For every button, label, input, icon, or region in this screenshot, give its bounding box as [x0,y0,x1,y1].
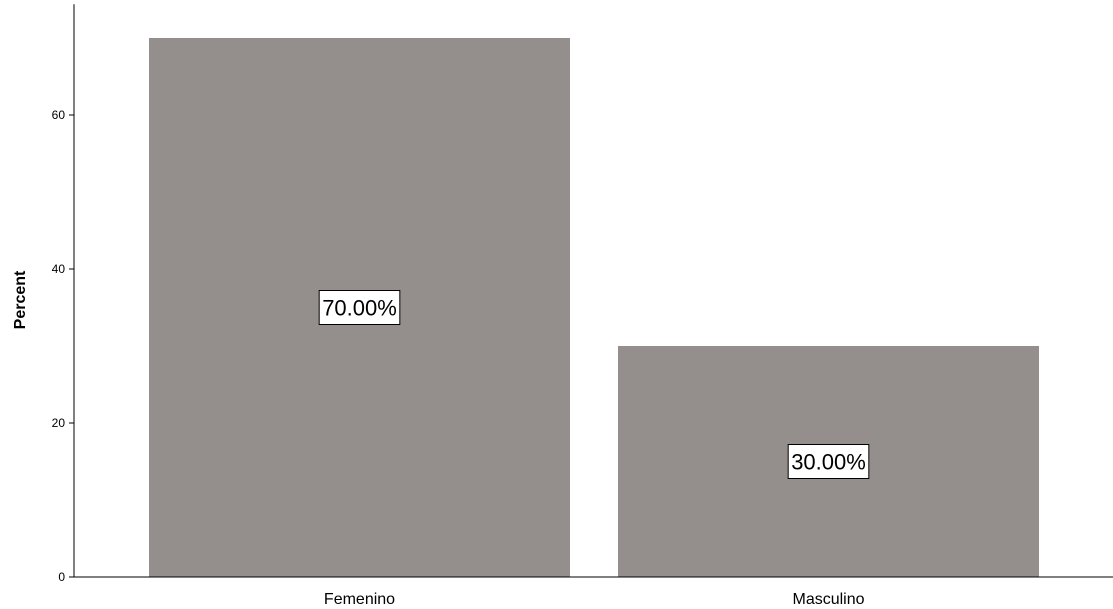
y-axis-title: Percent [12,270,29,329]
x-category-label: Masculino [792,591,864,608]
data-label: 70.00% [318,290,401,325]
y-tick-label: 0 [58,570,65,584]
y-tick-label: 60 [52,108,66,122]
data-label-text: 30.00% [791,450,866,475]
y-tick-label: 40 [52,262,66,276]
y-axis-ticks: 0 20 40 60 [52,108,74,584]
data-label-text: 70.00% [322,296,397,321]
data-label-box [318,290,401,325]
x-category-label: Femenino [324,591,395,608]
bars [149,38,1039,577]
y-tick-label: 20 [52,416,66,430]
x-axis-categories: Femenino Masculino [324,591,865,608]
data-labels: 70.00% 30.00% [318,290,870,479]
data-label: 30.00% [787,444,870,479]
axes [73,4,1113,578]
data-label-box [787,444,870,479]
